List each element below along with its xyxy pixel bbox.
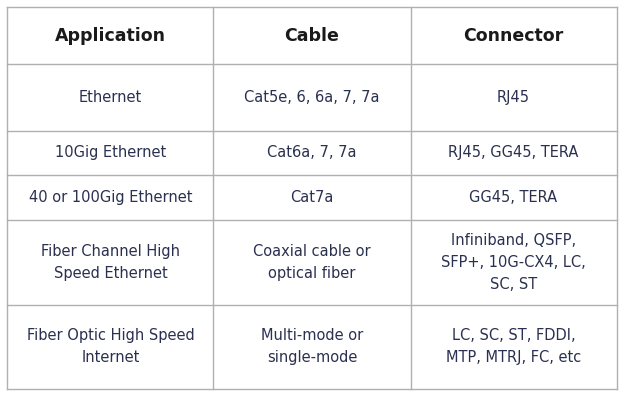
Text: GG45, TERA: GG45, TERA: [469, 190, 558, 205]
Text: Coaxial cable or
optical fiber: Coaxial cable or optical fiber: [253, 244, 371, 281]
Text: 10Gig Ethernet: 10Gig Ethernet: [55, 145, 166, 160]
Text: RJ45, GG45, TERA: RJ45, GG45, TERA: [449, 145, 578, 160]
Text: Infiniband, QSFP,
SFP+, 10G-CX4, LC,
SC, ST: Infiniband, QSFP, SFP+, 10G-CX4, LC, SC,…: [441, 232, 586, 292]
Text: 40 or 100Gig Ethernet: 40 or 100Gig Ethernet: [29, 190, 192, 205]
Text: Ethernet: Ethernet: [79, 90, 142, 105]
Text: Cat6a, 7, 7a: Cat6a, 7, 7a: [267, 145, 357, 160]
Text: Application: Application: [55, 27, 166, 45]
Text: Connector: Connector: [464, 27, 563, 45]
Text: RJ45: RJ45: [497, 90, 530, 105]
Text: Cat5e, 6, 6a, 7, 7a: Cat5e, 6, 6a, 7, 7a: [244, 90, 380, 105]
Text: Fiber Optic High Speed
Internet: Fiber Optic High Speed Internet: [27, 328, 194, 365]
Text: LC, SC, ST, FDDI,
MTP, MTRJ, FC, etc: LC, SC, ST, FDDI, MTP, MTRJ, FC, etc: [446, 328, 581, 365]
Text: Cable: Cable: [285, 27, 339, 45]
Text: Fiber Channel High
Speed Ethernet: Fiber Channel High Speed Ethernet: [41, 244, 180, 281]
Text: Cat7a: Cat7a: [290, 190, 334, 205]
Text: Multi-mode or
single-mode: Multi-mode or single-mode: [261, 328, 363, 365]
